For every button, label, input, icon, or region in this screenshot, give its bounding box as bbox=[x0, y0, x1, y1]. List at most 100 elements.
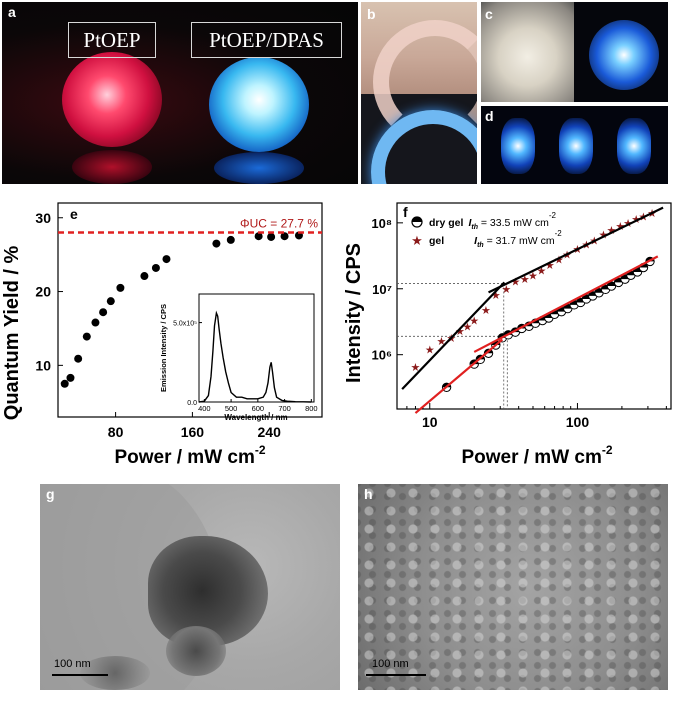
data-point-e bbox=[66, 373, 75, 382]
panel-letter-a: a bbox=[8, 4, 16, 20]
y-tick-label-e: 20 bbox=[35, 284, 51, 300]
gel-pieces-daylight bbox=[481, 2, 574, 102]
y-tick-label-e: 30 bbox=[35, 210, 51, 226]
scalebar-label-h: 100 nm bbox=[372, 658, 409, 670]
data-point-e bbox=[116, 283, 125, 292]
data-point-e bbox=[91, 318, 100, 327]
panel-letter-c: c bbox=[485, 6, 493, 22]
inset-e: 400 500 600 700 800 0.0 5.0x10⁵ Wavelength / n… bbox=[159, 293, 318, 422]
fit-lines-f bbox=[401, 206, 664, 414]
legend-marker-gel: ★ bbox=[411, 233, 423, 248]
legend-label-gel: gel Ith = 31.7 mW cm-2 bbox=[429, 229, 562, 249]
inset-frame bbox=[198, 293, 315, 403]
data-point-gel: ★ bbox=[562, 250, 572, 262]
data-point-e bbox=[212, 239, 221, 248]
tem-image-h: 100 nm h bbox=[358, 484, 668, 690]
gel-pieces-uv bbox=[589, 20, 659, 90]
data-point-gel: ★ bbox=[554, 254, 564, 266]
fit-line-dry-gel-high bbox=[473, 255, 659, 353]
red-gel-reflection bbox=[72, 150, 152, 184]
x-tick-label-e: 240 bbox=[258, 424, 282, 440]
legend-marker-dry-gel-fill bbox=[412, 217, 422, 222]
data-point-gel: ★ bbox=[536, 265, 546, 277]
data-point-e bbox=[60, 379, 69, 388]
data-point-e bbox=[99, 308, 108, 317]
x-tick-label-e: 80 bbox=[108, 424, 124, 440]
data-point-gel: ★ bbox=[545, 260, 555, 272]
red-gel-glow bbox=[62, 52, 162, 147]
scalebar-h bbox=[366, 674, 426, 676]
plot-frame-f bbox=[396, 202, 672, 410]
inset-emission-line bbox=[198, 310, 312, 403]
data-point-gel: ★ bbox=[469, 316, 479, 328]
inset-x-tick-label: 400 bbox=[198, 404, 211, 413]
inset-y-tick-label: 0.0 bbox=[187, 400, 197, 407]
data-point-gel: ★ bbox=[501, 284, 511, 296]
x-tick-label-f: 100 bbox=[566, 414, 590, 430]
data-point-e bbox=[106, 297, 115, 306]
ylabel-f: Intensity / CPS bbox=[345, 243, 365, 383]
inset-x-tick-label: 600 bbox=[252, 404, 265, 413]
scalebar-g bbox=[52, 674, 108, 676]
photo-c: c bbox=[481, 2, 668, 102]
data-point-dry-gel-fill bbox=[607, 281, 616, 287]
data-point-gel: ★ bbox=[647, 208, 657, 220]
fit-line-gel-high bbox=[488, 206, 664, 294]
data-point-e bbox=[162, 255, 171, 264]
data-point-e bbox=[151, 263, 160, 272]
x-tick-label-e: 160 bbox=[181, 424, 205, 440]
scalebar-label-g: 100 nm bbox=[54, 658, 91, 670]
data-point-e bbox=[280, 232, 289, 241]
data-point-e bbox=[140, 272, 149, 281]
y-tick-label-f: 10⁸ bbox=[371, 216, 392, 231]
tem-aggregate-small bbox=[166, 626, 226, 676]
tem-aggregate-left bbox=[80, 656, 150, 690]
label-ptoep: PtOEP bbox=[68, 22, 156, 58]
panel-letter-e: e bbox=[70, 206, 78, 222]
photo-d: d bbox=[481, 106, 668, 184]
data-point-e bbox=[226, 235, 235, 244]
data-point-gel: ★ bbox=[528, 270, 538, 282]
inset-x-tick-label: 700 bbox=[278, 404, 291, 413]
label-ptoep-dpas: PtOEP/DPAS bbox=[191, 22, 342, 58]
panel-letter-b: b bbox=[367, 6, 376, 22]
data-point-gel: ★ bbox=[437, 336, 447, 348]
data-point-gel: ★ bbox=[491, 290, 501, 302]
inset-ylabel: Emission Intensity / CPS bbox=[159, 304, 168, 392]
blue-gel-glow bbox=[209, 57, 309, 152]
glow-letter-u bbox=[617, 118, 651, 174]
data-point-gel: ★ bbox=[615, 221, 625, 233]
panel-letter-h: h bbox=[364, 486, 373, 502]
tem-texture bbox=[358, 484, 668, 690]
y-tick-label-f: 10⁷ bbox=[372, 282, 392, 297]
glow-letter-s bbox=[501, 118, 535, 174]
inset-xlabel: Wavelength / nm bbox=[224, 413, 287, 422]
tem-image-g: 100 nm g bbox=[40, 484, 340, 690]
data-point-gel: ★ bbox=[481, 305, 491, 317]
inset-x-tick-label: 500 bbox=[225, 404, 238, 413]
data-point-gel: ★ bbox=[510, 276, 520, 288]
photo-a: PtOEP PtOEP/DPAS a bbox=[2, 2, 358, 184]
data-point-gel: ★ bbox=[463, 321, 473, 333]
data-point-gel: ★ bbox=[607, 225, 617, 237]
panel-letter-d: d bbox=[485, 108, 494, 124]
blue-gel-reflection bbox=[214, 152, 304, 184]
threshold-guides bbox=[397, 283, 508, 409]
inset-x-tick-label: 800 bbox=[305, 404, 318, 413]
panel-letter-f: f bbox=[403, 204, 408, 220]
legend-label-dry-gel: dry gel Ith = 33.5 mW cm-2 bbox=[429, 211, 557, 231]
plot-frame-e bbox=[57, 202, 323, 418]
data-point-e bbox=[267, 232, 276, 241]
legend-f: dry gel Ith = 33.5 mW cm-2 ★ gel Ith = 31.… bbox=[411, 211, 562, 249]
data-point-e bbox=[74, 354, 83, 363]
points-e bbox=[60, 231, 303, 388]
data-point-e bbox=[254, 232, 263, 241]
y-tick-label-e: 10 bbox=[35, 357, 51, 373]
fit-line-gel-low bbox=[401, 281, 506, 390]
data-point-e bbox=[82, 332, 91, 341]
ylabel-e: Quantum Yield / % bbox=[1, 246, 23, 421]
data-point-gel: ★ bbox=[455, 326, 465, 338]
inset-ticks: 400 500 600 700 800 0.0 5.0x10⁵ bbox=[173, 321, 318, 413]
panel-letter-g: g bbox=[46, 486, 55, 502]
